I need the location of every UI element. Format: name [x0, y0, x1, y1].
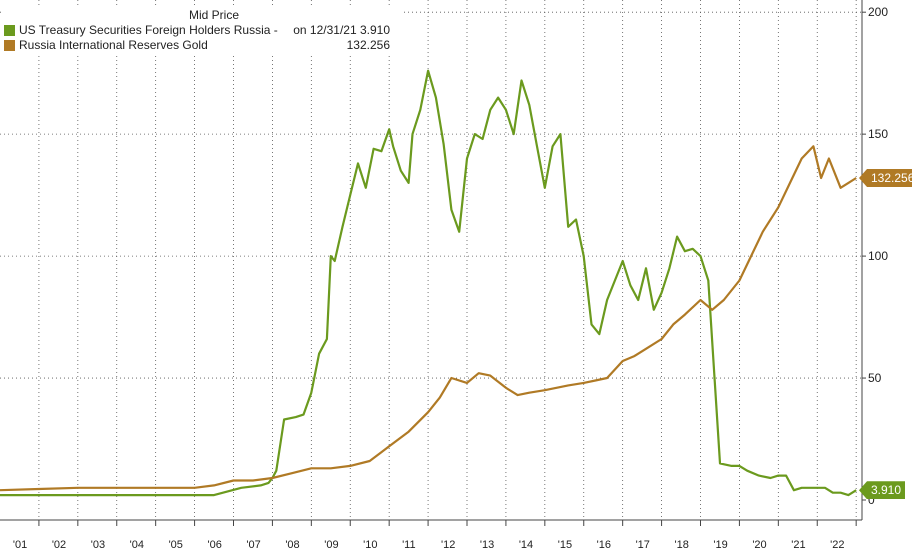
x-tick-label-2002: '02: [52, 539, 66, 551]
x-tick-label-2015: '15: [558, 539, 572, 551]
y-axis-ticks: 0 50 100 150 200: [862, 5, 888, 507]
x-tick-label-2005: '05: [169, 539, 183, 551]
legend-swatch-gold: [4, 40, 15, 51]
legend-label-treasury: US Treasury Securities Foreign Holders R…: [19, 23, 278, 37]
series-line-1: [0, 145, 857, 492]
x-tick-label-2010: '10: [363, 539, 377, 551]
x-tick-label-2013: '13: [480, 539, 494, 551]
series-lines: [0, 69, 857, 497]
legend-label-gold: Russia International Reserves Gold: [19, 38, 208, 52]
last-value-tag-treasury: 3.910: [859, 481, 906, 500]
x-tick-label-2001: '01: [13, 539, 27, 551]
x-tick-label-2011: '11: [402, 539, 416, 551]
x-tick-label-2014: '14: [519, 539, 533, 551]
x-tick-label-2016: '16: [597, 539, 611, 551]
series-line-0: [0, 69, 857, 497]
legend-entry-gold: Russia International Reserves Gold 132.2…: [4, 38, 404, 53]
legend-entry-treasury: US Treasury Securities Foreign Holders R…: [4, 23, 404, 38]
x-tick-label-2020: '20: [752, 539, 766, 551]
x-tick-label-2004: '04: [130, 539, 144, 551]
x-axis-ticks: '01 '02 '03 '04 '05 '06 '07 '08 '09 '10 '11 '12 '13 '…: [13, 520, 857, 551]
y-tick-label-50: 50: [868, 371, 882, 385]
legend-value-gold: 132.256: [346, 38, 390, 52]
x-tick-label-2003: '03: [91, 539, 105, 551]
legend-value-treasury: on 12/31/21 3.910: [293, 23, 390, 37]
legend: Mid Price US Treasury Securities Foreign…: [4, 8, 404, 53]
y-tick-label-100: 100: [868, 249, 888, 263]
x-tick-label-2021: '21: [791, 539, 805, 551]
x-tick-label-2012: '12: [441, 539, 455, 551]
x-tick-label-2006: '06: [207, 539, 221, 551]
legend-swatch-treasury: [4, 25, 15, 36]
x-tick-label-2022: '22: [830, 539, 844, 551]
x-tick-label-2009: '09: [324, 539, 338, 551]
y-tick-label-150: 150: [868, 127, 888, 141]
y-tick-label-200: 200: [868, 5, 888, 19]
x-tick-label-2017: '17: [636, 539, 650, 551]
x-tick-label-2019: '19: [713, 539, 727, 551]
x-tick-label-2008: '08: [285, 539, 299, 551]
last-value-tag-gold: 132.256: [859, 169, 912, 188]
x-tick-label-2018: '18: [674, 539, 688, 551]
y-tick-label-0: 0: [868, 493, 875, 507]
x-tick-label-2007: '07: [246, 539, 260, 551]
legend-header: Mid Price: [188, 8, 239, 22]
